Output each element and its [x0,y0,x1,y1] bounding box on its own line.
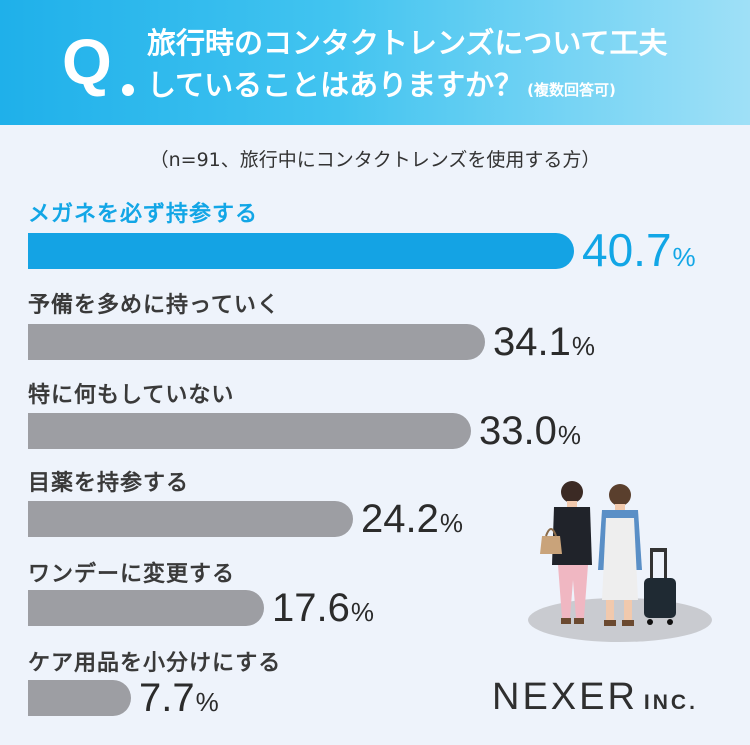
category-label: 特に何もしていない [28,383,235,408]
value-number: 40.7 [582,224,672,276]
category-label: ケア用品を小分けにする [28,651,282,676]
value-unit: % [439,508,463,538]
suitcase [644,548,676,625]
travelers-illustration [528,481,712,642]
category-label: 予備を多めに持っていく [28,293,280,318]
value-label: 40.7% [582,227,696,273]
logo-suffix: INC. [643,691,698,714]
question-line-2-text: していることはありますか？ [147,68,524,102]
value-label: 34.1% [493,322,595,362]
q-badge: Q [62,26,124,100]
question-text: 旅行時のコンタクトレンズについて工夫 していることはありますか？ (複数回答可) [147,22,668,111]
bar [28,233,574,269]
value-label: 7.7% [139,678,219,718]
bar [28,590,264,626]
value-unit: % [672,242,696,272]
floor-shadow [528,598,712,642]
value-unit: % [571,331,595,361]
q-dot [122,84,134,96]
traveler-left [540,481,592,624]
value-unit: % [195,687,219,717]
category-label: ワンデーに変更する [28,562,236,587]
value-unit: % [557,420,581,450]
traveler-right [598,484,642,626]
value-number: 33.0 [479,409,557,453]
question-line-1: 旅行時のコンタクトレンズについて工夫 [147,26,668,60]
question-line-2: していることはありますか？ (複数回答可) [147,64,668,111]
logo-wordmark: NEXER [492,676,638,718]
question-note: (複数回答可) [527,81,616,99]
bar [28,501,353,537]
company-logo: NEXER INC. [492,676,698,719]
value-label: 17.6% [272,588,374,628]
value-number: 24.2 [361,497,439,541]
value-number: 17.6 [272,586,350,630]
value-number: 7.7 [139,676,195,720]
bar [28,413,471,449]
q-letter: Q [62,26,112,98]
value-unit: % [350,597,374,627]
header-banner: Q 旅行時のコンタクトレンズについて工夫 していることはありますか？ (複数回答可… [0,0,750,125]
category-label: 目薬を持参する [28,471,190,496]
value-label: 24.2% [361,499,463,539]
bar [28,324,485,360]
value-label: 33.0% [479,411,581,451]
category-label: メガネを必ず持参する [28,202,259,227]
sample-note: （n=91、旅行中にコンタクトレンズを使用する方） [149,149,601,171]
value-number: 34.1 [493,320,571,364]
bar [28,680,131,716]
